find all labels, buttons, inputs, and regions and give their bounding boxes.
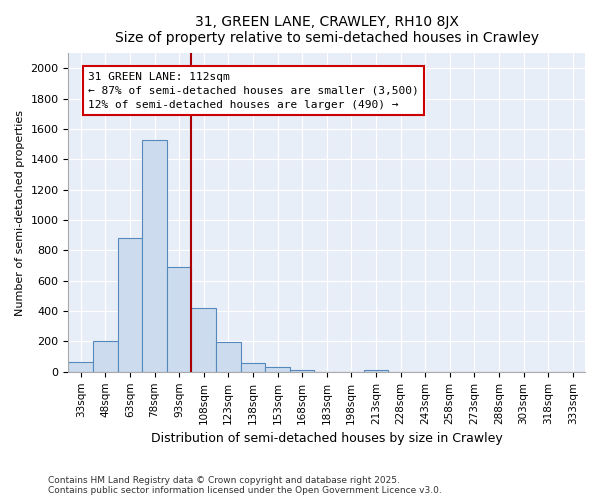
Bar (216, 342, 241, 372)
Y-axis label: Number of semi-detached properties: Number of semi-detached properties (15, 110, 25, 316)
Bar (93, 342, 118, 372)
Bar (364, 370, 388, 372)
Bar (68, 362, 93, 372)
Bar (191, 308, 216, 372)
Bar (265, 368, 290, 372)
Bar (241, 362, 265, 372)
Text: 31 GREEN LANE: 112sqm
← 87% of semi-detached houses are smaller (3,500)
12% of s: 31 GREEN LANE: 112sqm ← 87% of semi-deta… (88, 72, 419, 110)
Bar (290, 370, 314, 372)
Title: 31, GREEN LANE, CRAWLEY, RH10 8JX
Size of property relative to semi-detached hou: 31, GREEN LANE, CRAWLEY, RH10 8JX Size o… (115, 15, 539, 45)
Text: Contains HM Land Registry data © Crown copyright and database right 2025.
Contai: Contains HM Land Registry data © Crown c… (48, 476, 442, 495)
Bar (142, 140, 167, 372)
Bar (167, 267, 191, 372)
X-axis label: Distribution of semi-detached houses by size in Crawley: Distribution of semi-detached houses by … (151, 432, 503, 445)
Bar (118, 238, 142, 372)
